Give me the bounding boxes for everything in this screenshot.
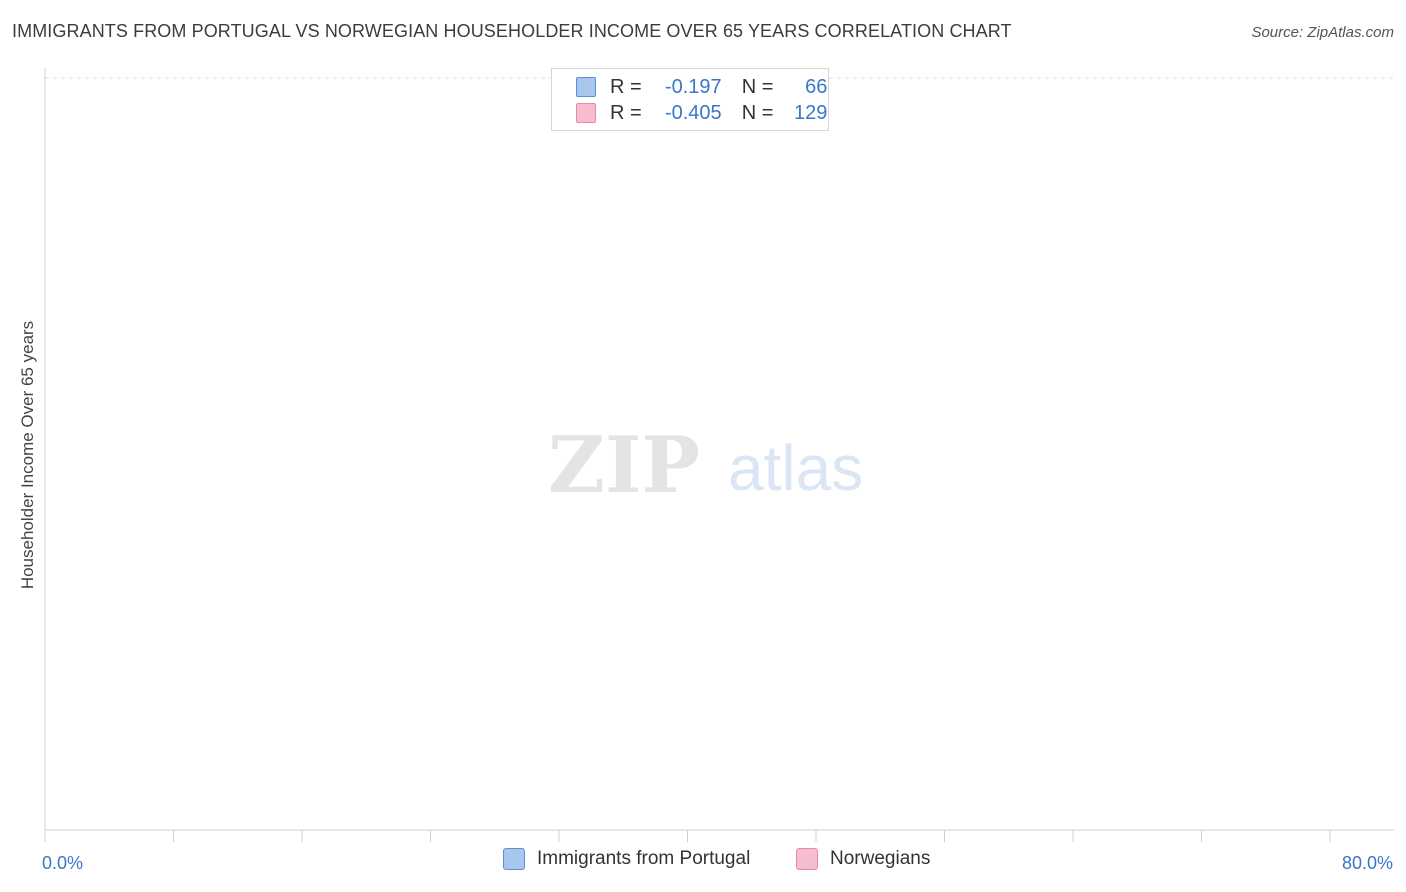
r-label: R = <box>610 75 642 98</box>
n-label: N = <box>741 101 774 124</box>
axes <box>44 68 1394 842</box>
y-axis-label: Householder Income Over 65 years <box>18 321 37 589</box>
norwegians-swatch <box>576 103 596 123</box>
watermark: ZIP atlas <box>548 420 863 511</box>
portugal-swatch <box>576 77 596 97</box>
chart-title: IMMIGRANTS FROM PORTUGAL VS NORWEGIAN HO… <box>12 21 1012 41</box>
x-tick-label: 80.0% <box>1342 853 1393 873</box>
norwegians-swatch <box>796 848 818 870</box>
legend-item-norwegians: Norwegians <box>796 848 930 870</box>
n-value: 129 <box>794 101 828 124</box>
x-tick-label: 0.0% <box>42 853 83 873</box>
watermark-atlas: atlas <box>728 432 863 504</box>
portugal-swatch <box>503 848 525 870</box>
r-value: -0.197 <box>664 75 722 98</box>
n-value: 66 <box>805 75 828 98</box>
legend-row-norwegians: R = -0.405 N = 129 <box>576 101 827 125</box>
legend-label-norwegians: Norwegians <box>830 848 931 869</box>
watermark-zip: ZIP <box>548 420 700 511</box>
series-legend: Immigrants from Portugal Norwegians <box>0 848 1406 880</box>
source-label: Source: ZipAtlas.com <box>1251 24 1394 41</box>
n-label: N = <box>741 75 774 98</box>
gridlines <box>45 77 1394 79</box>
correlation-legend: R = -0.197 N = 66 R = -0.405 N = 129 <box>551 68 829 131</box>
r-value: -0.405 <box>664 101 722 124</box>
legend-label-portugal: Immigrants from Portugal <box>537 848 751 869</box>
r-label: R = <box>610 101 642 124</box>
axis-ticks: $25,000$50,000$75,000$100,0000.0%80.0% <box>42 853 1393 873</box>
legend-row-portugal: R = -0.197 N = 66 <box>576 75 827 99</box>
legend-item-portugal: Immigrants from Portugal <box>503 848 750 870</box>
